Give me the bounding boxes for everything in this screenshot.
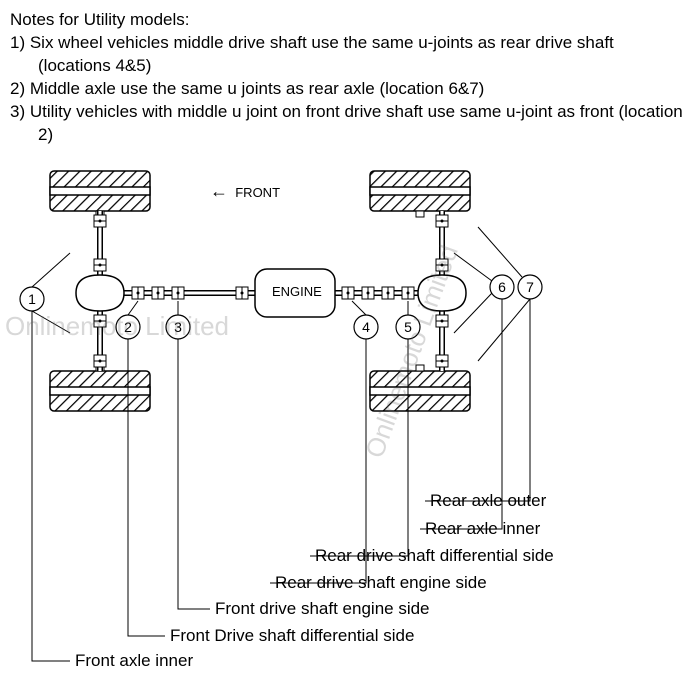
callout-5: Rear drive shaft differential side: [315, 546, 554, 566]
callout-7: Rear axle outer: [430, 491, 546, 511]
front-label: ← FRONT: [210, 181, 280, 202]
svg-text:4: 4: [362, 319, 370, 335]
callout-4: Rear drive shaft engine side: [275, 573, 487, 593]
svg-text:5: 5: [404, 319, 412, 335]
note-3: 3) Utility vehicles with middle u joint …: [10, 101, 690, 147]
note-2: 2) Middle axle use the same u joints as …: [10, 78, 690, 101]
callout-2: Front Drive shaft differential side: [170, 626, 414, 646]
note-1: 1) Six wheel vehicles middle drive shaft…: [10, 32, 690, 78]
svg-text:3: 3: [174, 319, 182, 335]
svg-text:2: 2: [124, 319, 132, 335]
callout-1: Front axle inner: [75, 651, 193, 671]
callout-3: Front drive shaft engine side: [215, 599, 430, 619]
notes-title: Notes for Utility models:: [10, 10, 690, 30]
svg-text:7: 7: [526, 279, 534, 295]
svg-text:1: 1: [28, 291, 36, 307]
drivetrain-diagram: 1234567 ← FRONT ENGINE Onlinemoto Limite…: [10, 161, 690, 681]
callout-6: Rear axle inner: [425, 519, 540, 539]
svg-text:6: 6: [498, 279, 506, 295]
notes-block: Notes for Utility models: 1) Six wheel v…: [10, 10, 690, 147]
engine-label: ENGINE: [272, 284, 322, 299]
